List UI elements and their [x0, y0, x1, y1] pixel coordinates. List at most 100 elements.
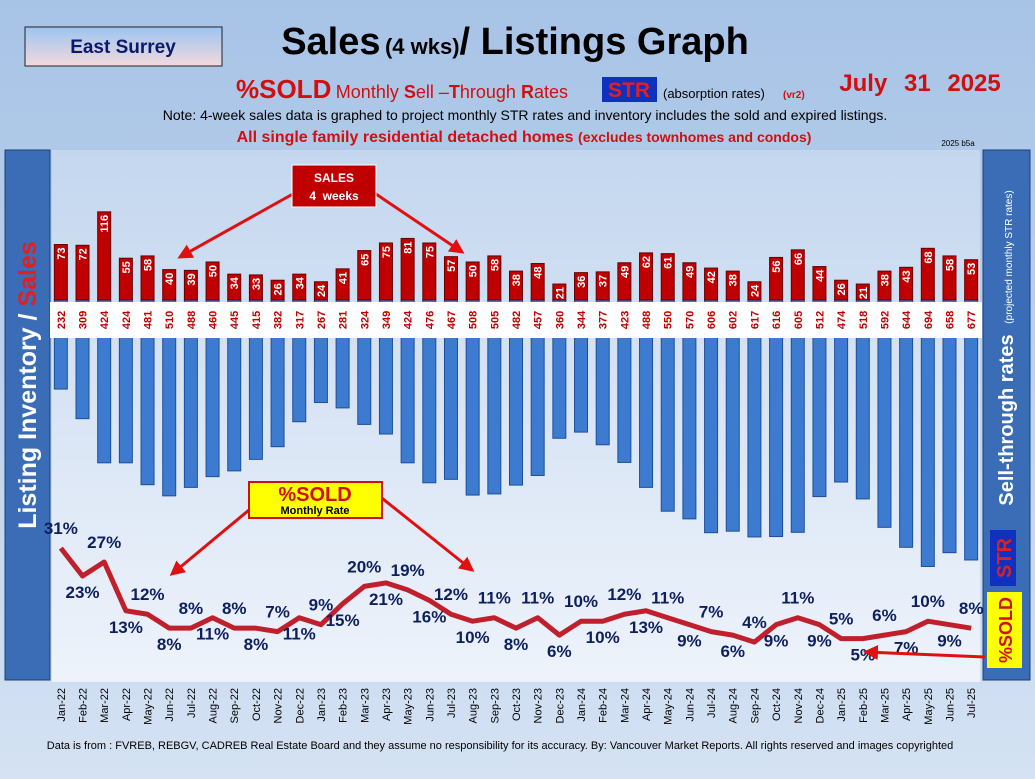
- x-tick-label: Jan-22: [56, 688, 68, 722]
- x-tick-label: Jul-25: [966, 688, 978, 718]
- data-label: 5%: [851, 646, 876, 665]
- x-tick-label: Apr-23: [381, 688, 393, 721]
- sales-label: 73: [56, 248, 68, 260]
- data-label: 11%: [651, 589, 684, 608]
- listing-label: 570: [684, 311, 696, 329]
- sales-label: 24: [316, 284, 328, 297]
- sales-label: 43: [901, 270, 913, 282]
- listing-label: 488: [186, 311, 198, 329]
- sales-label: 66: [793, 253, 805, 265]
- listing-label: 474: [836, 310, 848, 329]
- x-tick-label: Sep-24: [749, 688, 761, 723]
- sales-bar: [378, 242, 393, 301]
- sales-bar: [920, 247, 935, 301]
- region: East Surrey: [70, 37, 176, 58]
- listing-label: 602: [728, 311, 740, 329]
- marks: Jan-22 Feb-22 Mar-22 Apr-22 May-22 Jun-22 Jul-…: [44, 211, 983, 725]
- x-tick-label: Jul-24: [706, 688, 718, 718]
- listing-label: 510: [164, 311, 176, 329]
- sales-label: 55: [121, 261, 133, 273]
- data-label: 10%: [586, 628, 620, 647]
- sales-label: 65: [359, 254, 371, 266]
- sales-note: SALES: [314, 171, 354, 185]
- data-label: 10%: [564, 592, 598, 611]
- x-tick-label: May-23: [403, 688, 415, 725]
- listing-label: 423: [619, 311, 631, 329]
- data-label: 8%: [179, 599, 204, 618]
- sales-bar: [639, 252, 654, 301]
- x-tick-label: Mar-22: [99, 688, 111, 723]
- data-label: 20%: [347, 557, 381, 576]
- data-label: 27%: [87, 533, 121, 552]
- x-tick-label: Aug-24: [728, 688, 740, 723]
- sales-bar: [595, 271, 610, 301]
- sales-bar: [422, 242, 437, 301]
- arrow: [377, 493, 475, 572]
- sales-label: 81: [403, 241, 415, 253]
- x-tick-label: Oct-24: [771, 688, 783, 721]
- sales-bar: [335, 268, 350, 301]
- right-axis-label: Sell-through rates: [996, 334, 1018, 505]
- x-tick-label: Sep-23: [489, 688, 501, 723]
- sales-bar: [812, 266, 827, 301]
- sales-bar: [725, 270, 740, 301]
- data-label: 10%: [456, 628, 490, 647]
- sales-label: 39: [186, 273, 198, 285]
- sold-note: %SOLD: [278, 484, 351, 506]
- annotations: SALES 4 weeks %SOLD Monthly Rate: [169, 164, 986, 660]
- footer: Data is from : FVREB, REBGV, CADREB Real…: [47, 740, 953, 752]
- sales-label: 36: [576, 276, 588, 288]
- sales-label: 44: [814, 269, 826, 282]
- listing-label: 658: [944, 311, 956, 329]
- x-tick-label: Apr-25: [901, 688, 913, 721]
- sales-label: 50: [208, 265, 220, 277]
- x-tick-label: Nov-23: [533, 688, 545, 723]
- right-panel: [982, 149, 1031, 681]
- data-label: 11%: [196, 625, 229, 644]
- data-label: 10%: [911, 592, 945, 611]
- data-label: 11%: [283, 625, 316, 644]
- sales-label: 57: [446, 260, 458, 272]
- data-label: 13%: [629, 618, 663, 637]
- data-label: 12%: [434, 585, 468, 604]
- sales-bar: [248, 274, 263, 301]
- listing-label: 617: [749, 311, 761, 329]
- sold-note: Monthly Rate: [280, 505, 349, 517]
- str-line: [58, 546, 972, 645]
- right-str-box: [990, 530, 1016, 586]
- listing-label: 232: [56, 311, 68, 329]
- sales-bar: [292, 273, 307, 301]
- listing-label: 457: [533, 311, 545, 329]
- sales-label: 42: [706, 271, 718, 283]
- x-tick-label: Jun-22: [164, 688, 176, 722]
- sales-bar: [899, 266, 914, 301]
- sales-bar: [617, 262, 632, 301]
- x-tick-label: Dec-23: [554, 688, 566, 723]
- arrow: [863, 645, 986, 660]
- listing-label: 324: [359, 310, 371, 329]
- listing-label: 349: [381, 311, 393, 329]
- x-tick-label: Apr-22: [121, 688, 133, 721]
- sales-bar: [574, 272, 589, 301]
- sales-label: 34: [229, 276, 241, 289]
- x-tick-label: May-25: [923, 688, 935, 725]
- arrow: [177, 188, 301, 259]
- x-tick-label: Apr-24: [641, 688, 653, 721]
- data-label: 11%: [781, 589, 814, 608]
- sales-bar: [313, 281, 328, 301]
- sales-label: 26: [836, 283, 848, 295]
- data-label: 4%: [742, 613, 767, 632]
- data-label: 23%: [65, 583, 99, 602]
- sales-bar: [552, 283, 567, 301]
- subtitle: %SOLD Monthly Sell –Through Rates: [236, 74, 568, 104]
- sales-note: 4 weeks: [309, 189, 359, 203]
- sales-bar: [769, 256, 784, 301]
- listing-label: 505: [489, 311, 501, 329]
- listing-label: 424: [99, 310, 111, 329]
- x-tick-label: Jul-22: [186, 688, 198, 718]
- sales-label: 58: [944, 259, 956, 271]
- listing-label: 482: [511, 311, 523, 329]
- right-badge: %SOLD: [996, 597, 1016, 663]
- listing-label: 481: [143, 311, 155, 329]
- x-tick-label: Sep-22: [229, 688, 241, 723]
